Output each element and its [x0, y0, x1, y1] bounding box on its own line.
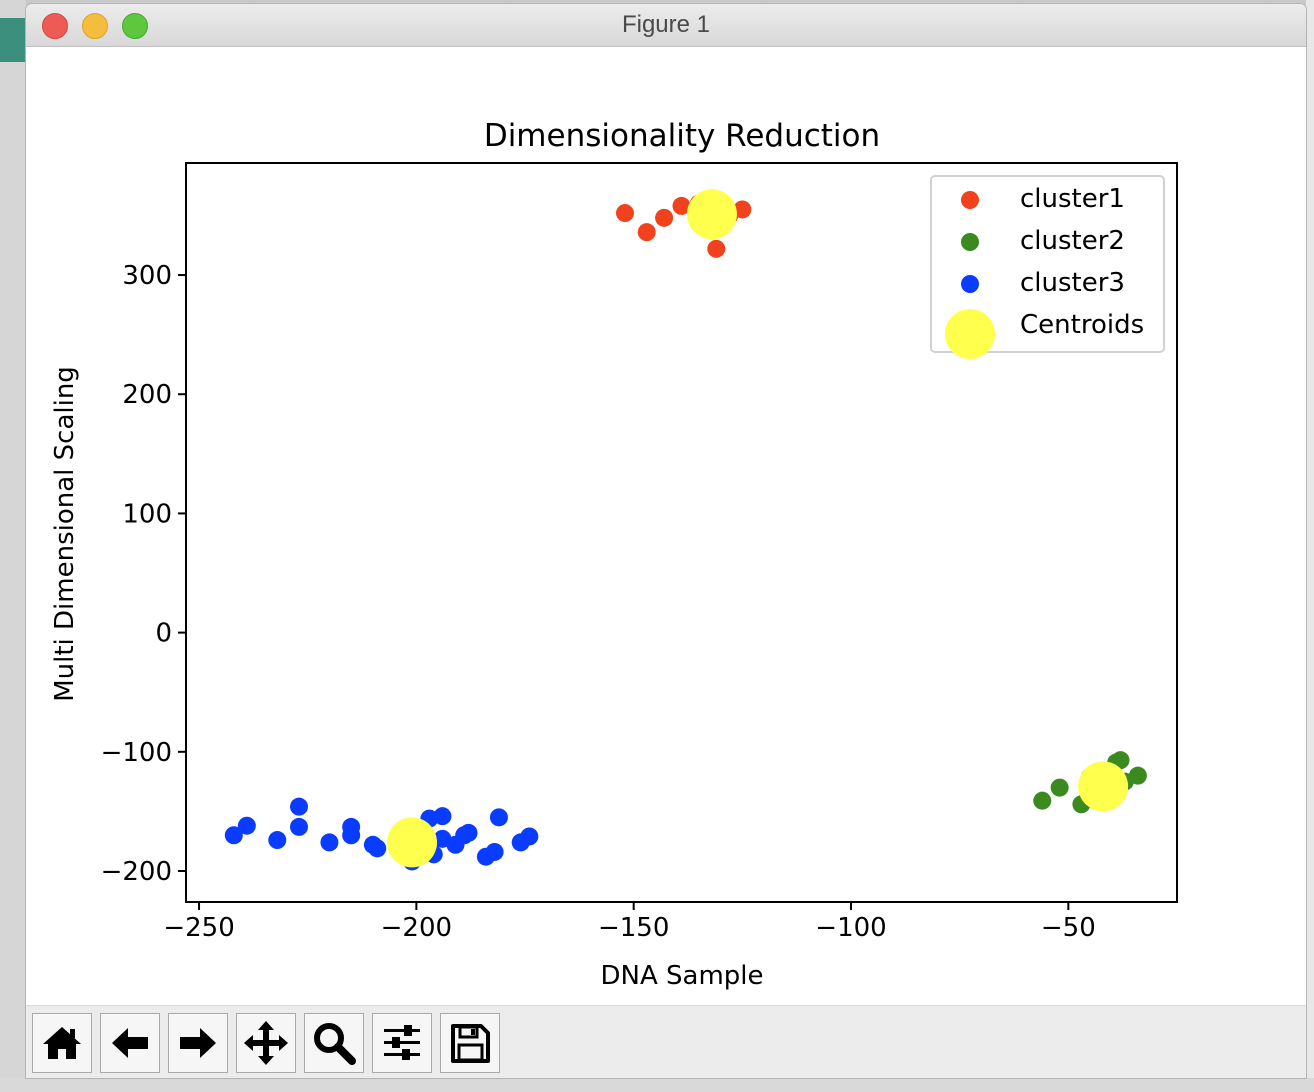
data-point	[615, 204, 634, 223]
x-tick-label: −200	[381, 913, 452, 943]
centroid-point	[686, 189, 737, 240]
magnifier-icon	[314, 1023, 356, 1065]
x-tick-label: −250	[163, 913, 234, 943]
sliders-icon	[384, 1025, 420, 1060]
data-point	[1111, 751, 1130, 770]
legend-entry-label: Centroids	[1020, 310, 1144, 340]
legend-marker	[961, 191, 979, 209]
y-tick-label: 100	[122, 499, 172, 529]
x-axis-label: DNA Sample	[600, 961, 763, 991]
x-tick-label: −100	[815, 913, 886, 943]
close-window-button[interactable]	[42, 13, 68, 39]
data-point	[459, 823, 478, 842]
x-tick-label: −150	[598, 913, 669, 943]
zoom-window-button[interactable]	[122, 13, 148, 39]
data-point	[520, 827, 539, 846]
home-button[interactable]	[32, 1013, 92, 1073]
desktop-background	[0, 0, 26, 1092]
data-points	[224, 189, 1147, 871]
legend-marker	[961, 275, 979, 293]
series-centroids	[387, 189, 1129, 868]
navigation-toolbar	[26, 1005, 1306, 1078]
data-point	[1050, 778, 1069, 797]
data-point	[368, 839, 387, 858]
data-point	[637, 223, 656, 242]
y-tick-label: 0	[155, 619, 172, 649]
save-button[interactable]	[440, 1013, 500, 1073]
x-tick-label: −50	[1041, 913, 1096, 943]
legend-entry-label: cluster3	[1020, 268, 1125, 298]
back-button[interactable]	[100, 1013, 160, 1073]
data-point	[268, 831, 287, 850]
data-point	[672, 196, 691, 215]
data-point	[290, 797, 309, 816]
scatter-chart: Dimensionality Reduction DNA Sample Mult…	[50, 118, 1178, 991]
y-tick-label: 200	[122, 380, 172, 410]
data-point	[433, 807, 452, 826]
title-bar[interactable]: Figure 1	[26, 4, 1306, 47]
desktop-background-bottom	[0, 1078, 1314, 1092]
data-point	[290, 817, 309, 836]
zoom-button[interactable]	[304, 1013, 364, 1073]
chart-title: Dimensionality Reduction	[484, 118, 880, 154]
data-point	[655, 208, 674, 227]
legend: cluster1 cluster2 cluster3 Centroids	[930, 175, 1165, 359]
data-point	[485, 842, 504, 861]
y-tick-label: 300	[122, 261, 172, 291]
data-point	[707, 239, 726, 258]
axis-ticks: −250 −200 −150 −100 −50 −200 −100 0 100 200 300	[101, 261, 1096, 943]
legend-box	[930, 175, 1165, 353]
data-point	[224, 826, 243, 845]
y-tick-label: −200	[101, 857, 172, 887]
pan-button[interactable]	[236, 1013, 296, 1073]
figure-canvas[interactable]: Dimensionality Reduction DNA Sample Mult…	[26, 47, 1306, 1005]
arrow-left-icon	[112, 1028, 148, 1058]
legend-marker	[961, 233, 979, 251]
configure-subplots-button[interactable]	[372, 1013, 432, 1073]
centroid-point	[387, 817, 438, 868]
desktop-app-edge	[0, 18, 26, 62]
centroid-point	[1078, 761, 1129, 812]
y-axis-label: Multi Dimensional Scaling	[50, 366, 80, 702]
legend-entry-label: cluster2	[1020, 226, 1125, 256]
data-point	[489, 808, 508, 827]
legend-marker	[945, 309, 995, 359]
data-point	[237, 816, 256, 835]
window-title: Figure 1	[621, 11, 711, 38]
data-point	[1033, 791, 1052, 810]
data-point	[320, 833, 339, 852]
arrow-right-icon	[180, 1028, 216, 1058]
move-icon	[244, 1021, 288, 1065]
legend-entry-label: cluster1	[1020, 184, 1125, 214]
data-point	[342, 826, 361, 845]
home-icon	[43, 1027, 81, 1059]
desktop-background-right	[1306, 0, 1314, 1092]
forward-button[interactable]	[168, 1013, 228, 1073]
figure-window: Figure 1 Dimensionality Reduction DNA Sa…	[26, 4, 1306, 1078]
minimize-window-button[interactable]	[82, 13, 108, 39]
floppy-disk-icon	[451, 1024, 490, 1063]
y-tick-label: −100	[101, 738, 172, 768]
data-point	[733, 200, 752, 219]
